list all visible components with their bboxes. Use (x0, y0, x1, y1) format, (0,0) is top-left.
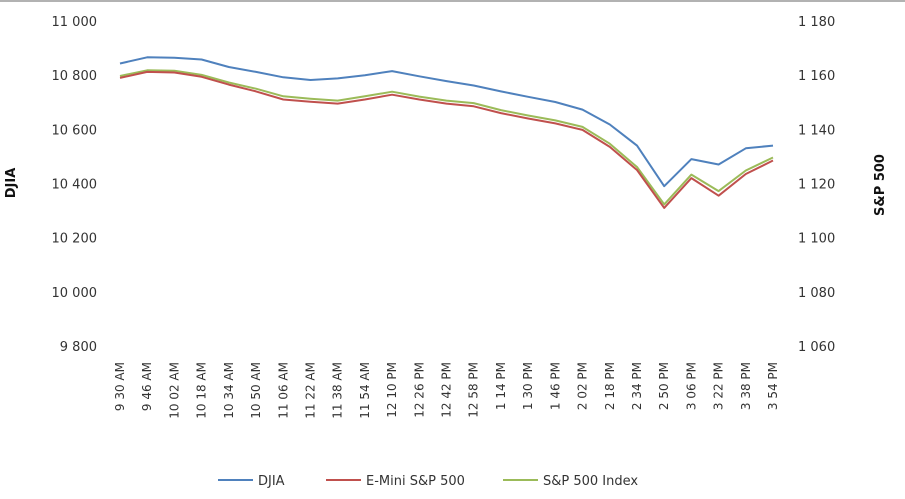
legend-label: S&P 500 Index (543, 474, 638, 489)
y-tick-label: 11 000 (52, 15, 98, 30)
right-axis-title: S&P 500 (873, 154, 888, 216)
y2-tick-label: 1 140 (798, 123, 835, 138)
x-tick-label: 2 34 PM (630, 362, 644, 410)
y2-tick-label: 1 100 (798, 232, 835, 247)
x-tick-label: 2 18 PM (603, 362, 617, 410)
x-tick-label: 9 30 AM (113, 362, 127, 411)
x-tick-label: 11 06 AM (276, 362, 290, 419)
x-tick-label: 12 42 PM (440, 362, 454, 418)
y-tick-label: 10 200 (52, 232, 98, 247)
x-tick-label: 1 30 PM (521, 362, 535, 410)
left-axis-ticks: 9 800 10 000 10 200 10 400 10 600 10 800 11 00… (52, 15, 98, 355)
x-tick-label: 10 02 AM (167, 362, 181, 419)
x-tick-label: 10 34 AM (222, 362, 236, 419)
x-tick-label: 11 54 AM (358, 362, 372, 419)
x-tick-label: 10 50 AM (249, 362, 263, 419)
x-tick-label: 12 10 PM (385, 362, 399, 418)
y-tick-label: 10 800 (52, 69, 98, 84)
right-axis-ticks: 1 060 1 080 1 100 1 120 1 140 1 160 1 180 (798, 15, 835, 355)
series-lines (119, 56, 774, 209)
series-line-0 (119, 56, 774, 188)
x-tick-label: 12 26 PM (412, 362, 426, 418)
x-tick-label: 3 38 PM (739, 362, 753, 410)
y2-tick-label: 1 080 (798, 286, 835, 301)
x-tick-label: 1 46 PM (548, 362, 562, 410)
y2-tick-label: 1 120 (798, 178, 835, 193)
legend-label: E-Mini S&P 500 (366, 474, 465, 489)
legend: DJIA E-Mini S&P 500 S&P 500 Index (218, 474, 638, 489)
x-tick-label: 11 22 AM (303, 362, 317, 419)
y-tick-label: 9 800 (60, 340, 97, 355)
x-tick-label: 11 38 AM (331, 362, 345, 419)
y2-tick-label: 1 180 (798, 15, 835, 30)
x-tick-label: 10 18 AM (195, 362, 209, 419)
y2-tick-label: 1 060 (798, 340, 835, 355)
x-tick-label: 3 22 PM (712, 362, 726, 410)
x-tick-label: 1 14 PM (494, 362, 508, 410)
y2-tick-label: 1 160 (798, 69, 835, 84)
y-tick-label: 10 600 (52, 123, 98, 138)
y-tick-label: 10 000 (52, 286, 98, 301)
series-line-2 (119, 69, 774, 206)
x-tick-label: 3 54 PM (766, 362, 780, 410)
x-tick-label: 2 50 PM (657, 362, 671, 410)
x-tick-label: 9 46 AM (140, 362, 154, 411)
x-axis-ticks: 9 30 AM 9 46 AM 10 02 AM 10 18 AM 10 34 AM 10… (113, 362, 780, 419)
x-tick-label: 3 06 PM (684, 362, 698, 410)
series-line-1 (119, 70, 774, 209)
x-tick-label: 2 02 PM (576, 362, 590, 410)
y-tick-label: 10 400 (52, 178, 98, 193)
x-tick-label: 12 58 PM (467, 362, 481, 418)
legend-label: DJIA (258, 474, 285, 489)
left-axis-title: DJIA (4, 168, 19, 199)
